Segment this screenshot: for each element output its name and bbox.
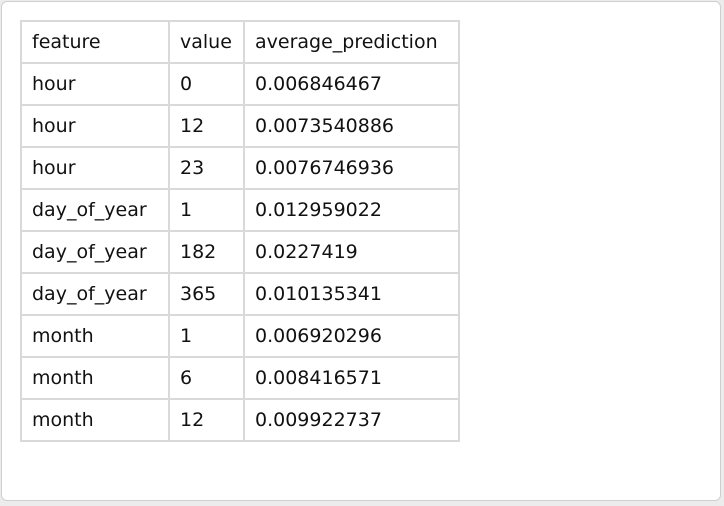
cell-feature: day_of_year [20, 230, 170, 274]
cell-average-prediction: 0.0076746936 [243, 146, 460, 190]
cell-value: 12 [168, 104, 245, 148]
cell-average-prediction: 0.010135341 [243, 272, 460, 316]
cell-value: 365 [168, 272, 245, 316]
cell-value: 182 [168, 230, 245, 274]
cell-value: 1 [168, 188, 245, 232]
header-row: feature value average_prediction [20, 20, 460, 64]
table-row: month 6 0.008416571 [20, 356, 460, 400]
cell-value: 23 [168, 146, 245, 190]
cell-feature: hour [20, 104, 170, 148]
cell-value: 6 [168, 356, 245, 400]
results-table: feature value average_prediction hour 0 … [20, 20, 460, 442]
cell-average-prediction: 0.008416571 [243, 356, 460, 400]
cell-average-prediction: 0.006846467 [243, 62, 460, 106]
table-row: hour 23 0.0076746936 [20, 146, 460, 190]
cell-feature: month [20, 398, 170, 442]
cell-feature: month [20, 314, 170, 358]
table-row: hour 12 0.0073540886 [20, 104, 460, 148]
table-row: month 12 0.009922737 [20, 398, 460, 442]
cell-feature: month [20, 356, 170, 400]
table-row: month 1 0.006920296 [20, 314, 460, 358]
cell-average-prediction: 0.009922737 [243, 398, 460, 442]
cell-feature: hour [20, 146, 170, 190]
cell-value: 0 [168, 62, 245, 106]
cell-value: 1 [168, 314, 245, 358]
table-row: day_of_year 1 0.012959022 [20, 188, 460, 232]
cell-feature: day_of_year [20, 188, 170, 232]
cell-feature: day_of_year [20, 272, 170, 316]
cell-feature: hour [20, 62, 170, 106]
cell-average-prediction: 0.006920296 [243, 314, 460, 358]
cell-average-prediction: 0.0073540886 [243, 104, 460, 148]
column-header-average-prediction: average_prediction [243, 20, 460, 64]
cell-average-prediction: 0.0227419 [243, 230, 460, 274]
cell-value: 12 [168, 398, 245, 442]
table-row: day_of_year 182 0.0227419 [20, 230, 460, 274]
table-row: day_of_year 365 0.010135341 [20, 272, 460, 316]
table-header: feature value average_prediction [20, 20, 460, 64]
column-header-value: value [168, 20, 245, 64]
column-header-feature: feature [20, 20, 170, 64]
table-row: hour 0 0.006846467 [20, 62, 460, 106]
table-body: hour 0 0.006846467 hour 12 0.0073540886 … [20, 62, 460, 442]
cell-average-prediction: 0.012959022 [243, 188, 460, 232]
